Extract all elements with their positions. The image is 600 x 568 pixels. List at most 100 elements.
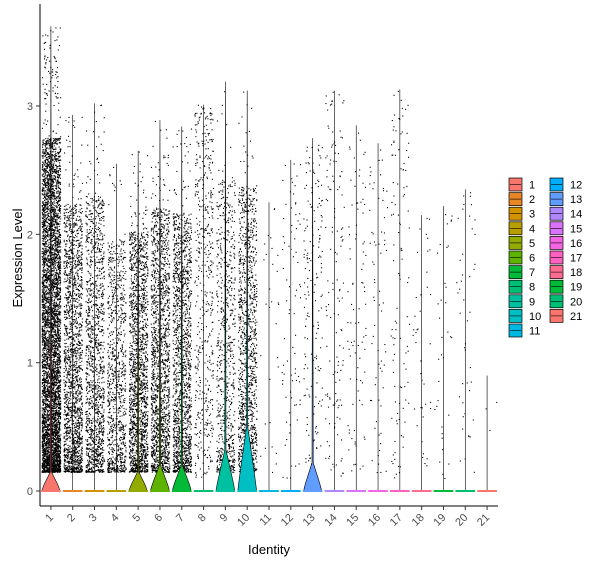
point-1 (42, 465, 44, 467)
point-1 (42, 190, 44, 192)
point-1 (44, 220, 46, 222)
point-1 (53, 344, 55, 346)
point-1 (52, 273, 54, 275)
point-1 (52, 270, 54, 272)
point-1 (57, 293, 59, 295)
point-1 (42, 201, 44, 203)
point-1 (42, 407, 44, 409)
point-1 (53, 353, 55, 355)
point-1 (56, 207, 58, 209)
point-1 (54, 314, 56, 316)
point-1 (57, 307, 59, 309)
point-1 (56, 202, 58, 204)
point-1 (45, 395, 47, 397)
point-1 (44, 377, 46, 379)
point-1 (42, 252, 44, 254)
point-1 (44, 423, 46, 425)
point-1 (43, 452, 45, 454)
point-1 (54, 371, 56, 373)
point-1 (46, 194, 48, 196)
point-1 (54, 439, 56, 441)
point-1 (50, 194, 52, 196)
point-1 (46, 278, 48, 280)
point-1 (58, 274, 60, 276)
point-1 (52, 412, 54, 414)
point-1 (45, 259, 47, 261)
point-1 (42, 157, 44, 159)
point-1 (42, 268, 44, 270)
point-1 (58, 457, 60, 459)
point-1 (44, 429, 46, 431)
point-1 (52, 381, 54, 383)
point-1 (59, 372, 61, 374)
point-1 (59, 138, 61, 140)
point-1 (56, 413, 58, 415)
point-1 (58, 257, 60, 259)
point-1 (48, 139, 50, 141)
point-1 (42, 144, 44, 146)
point-1 (49, 163, 51, 165)
point-1 (42, 356, 44, 358)
point-1 (42, 231, 44, 233)
point-1 (56, 314, 58, 316)
point-1 (53, 380, 55, 382)
point-1 (55, 444, 57, 446)
point-1 (59, 440, 61, 442)
point-1 (54, 208, 56, 210)
point-1 (57, 446, 59, 448)
point-1 (45, 462, 47, 464)
point-1 (51, 163, 53, 165)
point-1 (45, 365, 47, 367)
point-1 (52, 465, 54, 467)
point-1 (56, 433, 58, 435)
point-1 (52, 369, 54, 371)
point-1 (54, 323, 56, 325)
point-1 (41, 314, 43, 316)
point-1 (51, 374, 53, 376)
point-1 (52, 461, 54, 463)
point-1 (48, 302, 50, 304)
point-1 (42, 215, 44, 217)
point-1 (46, 169, 48, 171)
point-1 (56, 241, 58, 243)
point-1 (48, 155, 50, 157)
point-1 (54, 342, 56, 344)
point-1 (55, 257, 57, 259)
point-1 (55, 205, 57, 207)
point-1 (42, 433, 44, 435)
point-1 (43, 464, 45, 466)
point-1 (59, 271, 61, 273)
point-1 (42, 303, 44, 305)
point-1 (59, 467, 61, 469)
point-1 (49, 145, 51, 147)
point-1 (47, 429, 49, 431)
point-1 (52, 247, 54, 249)
point-1 (44, 264, 46, 266)
point-1 (53, 420, 55, 422)
point-1 (56, 423, 58, 425)
point-1 (55, 396, 57, 398)
point-1 (52, 316, 54, 318)
point-1 (45, 294, 47, 296)
point-1 (55, 213, 57, 215)
point-1 (58, 298, 60, 300)
point-1 (49, 138, 51, 140)
point-1 (49, 44, 51, 46)
point-1 (59, 325, 61, 327)
point-1 (56, 86, 58, 88)
point-1 (57, 266, 59, 268)
point-1 (59, 264, 61, 266)
point-1 (51, 221, 53, 223)
point-1 (44, 381, 46, 383)
point-1 (53, 433, 55, 435)
point-1 (42, 189, 44, 191)
point-1 (46, 419, 48, 421)
point-1 (47, 445, 49, 447)
point-1 (51, 171, 53, 173)
point-1 (53, 467, 55, 469)
point-1 (45, 276, 47, 278)
point-1 (43, 360, 45, 362)
point-1 (44, 303, 46, 305)
point-1 (57, 375, 59, 377)
point-1 (52, 213, 54, 215)
